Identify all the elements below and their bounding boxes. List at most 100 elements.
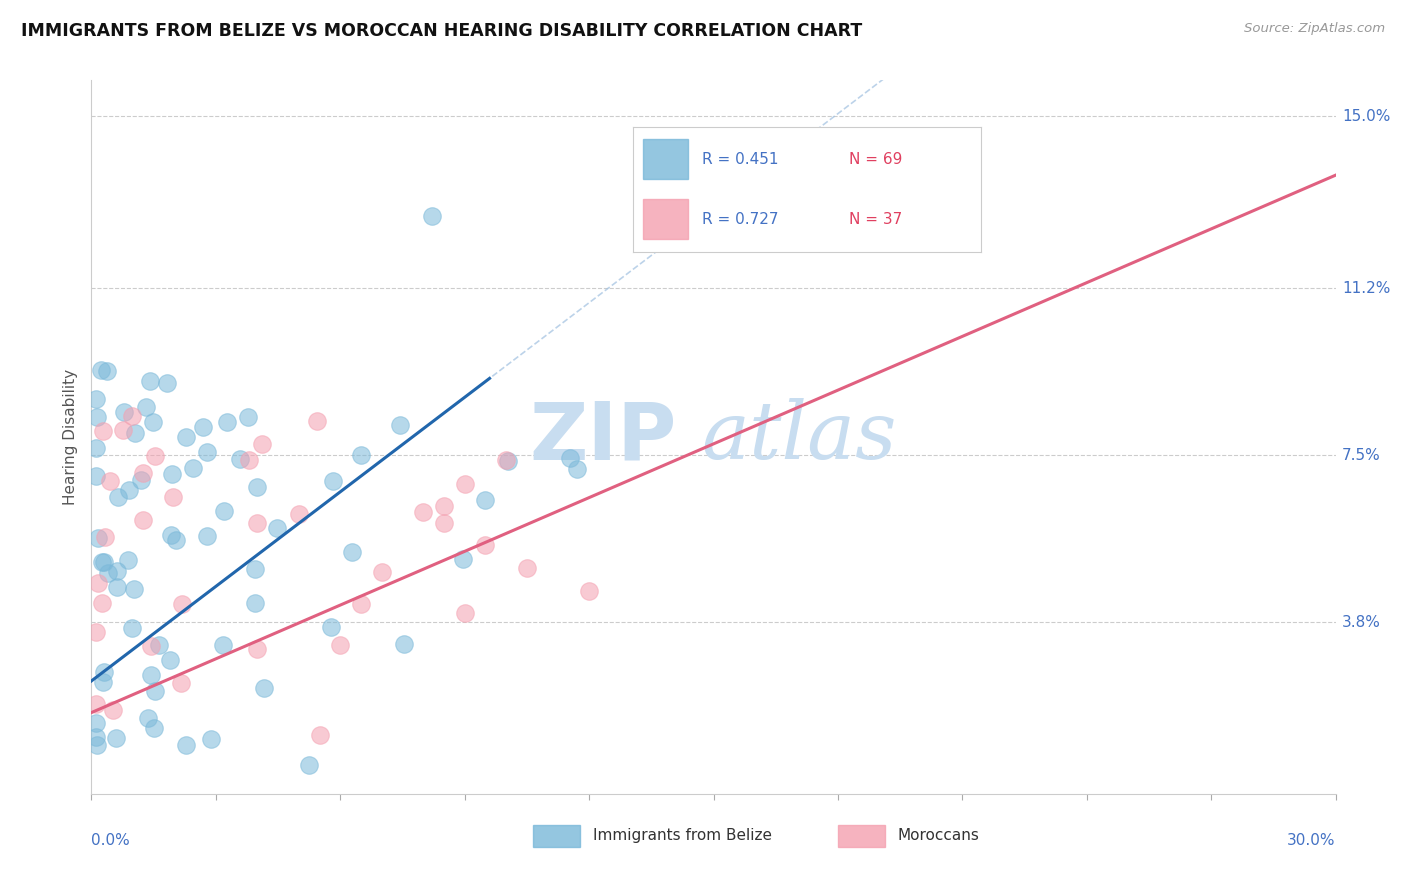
Point — [93, 555, 115, 569]
Point — [105, 580, 128, 594]
Point — [141, 668, 163, 682]
Text: 11.2%: 11.2% — [1341, 281, 1391, 295]
Point — [132, 513, 155, 527]
Point — [246, 480, 269, 494]
Point — [214, 504, 236, 518]
Point — [329, 639, 352, 653]
Point — [578, 583, 600, 598]
Point — [136, 711, 159, 725]
Point — [174, 738, 197, 752]
Point — [156, 376, 179, 391]
Point — [236, 409, 259, 424]
Point — [266, 520, 288, 534]
Text: 0.0%: 0.0% — [91, 833, 131, 848]
Point — [250, 437, 273, 451]
Point — [322, 475, 344, 489]
Point — [84, 698, 107, 712]
Point — [160, 528, 183, 542]
Point — [495, 453, 517, 467]
Point — [392, 637, 415, 651]
Point — [117, 552, 139, 566]
Point — [84, 441, 107, 455]
Point — [174, 429, 197, 443]
Point — [229, 452, 252, 467]
Point — [101, 703, 124, 717]
Point — [246, 641, 269, 656]
Point — [97, 566, 120, 580]
Point — [243, 596, 266, 610]
Point — [298, 758, 321, 772]
Point — [96, 364, 118, 378]
Y-axis label: Hearing Disability: Hearing Disability — [63, 369, 79, 505]
Text: 7.5%: 7.5% — [1341, 448, 1381, 463]
Point — [84, 392, 107, 406]
Point — [238, 453, 260, 467]
Point — [84, 715, 107, 730]
Point — [143, 449, 166, 463]
Point — [193, 420, 215, 434]
Text: ZIP: ZIP — [529, 398, 676, 476]
Point — [142, 415, 165, 429]
Point — [558, 450, 581, 465]
Point — [565, 462, 588, 476]
Point — [308, 728, 330, 742]
Point — [121, 621, 143, 635]
Point — [181, 461, 204, 475]
Point — [200, 731, 222, 746]
Point — [86, 410, 108, 425]
Point — [114, 405, 136, 419]
Point — [371, 565, 394, 579]
Point — [388, 418, 411, 433]
Point — [87, 576, 110, 591]
Point — [143, 721, 166, 735]
Bar — [533, 824, 581, 847]
Point — [98, 474, 121, 488]
Text: IMMIGRANTS FROM BELIZE VS MOROCCAN HEARING DISABILITY CORRELATION CHART: IMMIGRANTS FROM BELIZE VS MOROCCAN HEARI… — [21, 22, 862, 40]
Point — [197, 445, 219, 459]
Point — [170, 676, 193, 690]
Point — [451, 551, 474, 566]
Point — [350, 448, 373, 462]
Point — [87, 531, 110, 545]
Point — [160, 467, 183, 481]
Point — [321, 619, 343, 633]
Point — [121, 409, 143, 423]
Point — [474, 493, 496, 508]
Point — [474, 539, 496, 553]
Point — [90, 362, 112, 376]
Point — [107, 490, 129, 504]
Point — [91, 555, 114, 569]
Text: atlas: atlas — [702, 399, 897, 475]
Point — [350, 597, 373, 611]
Point — [420, 209, 443, 223]
Text: Moroccans: Moroccans — [897, 829, 980, 844]
Text: 3.8%: 3.8% — [1341, 615, 1381, 630]
Point — [145, 684, 167, 698]
Bar — [838, 824, 886, 847]
Point — [516, 561, 538, 575]
Point — [129, 474, 152, 488]
Text: Source: ZipAtlas.com: Source: ZipAtlas.com — [1244, 22, 1385, 36]
Point — [139, 639, 162, 653]
Point — [94, 530, 117, 544]
Point — [195, 529, 218, 543]
Point — [212, 638, 235, 652]
Point — [243, 562, 266, 576]
Point — [148, 638, 170, 652]
Point — [217, 415, 239, 429]
Point — [139, 374, 162, 388]
Point — [91, 425, 114, 439]
Point — [433, 500, 456, 514]
Point — [340, 545, 363, 559]
Point — [246, 516, 269, 530]
Point — [131, 467, 153, 481]
Point — [84, 468, 107, 483]
Text: Immigrants from Belize: Immigrants from Belize — [593, 829, 772, 844]
Point — [112, 423, 135, 437]
Point — [84, 624, 107, 639]
Point — [91, 674, 114, 689]
Point — [124, 582, 146, 596]
Point — [93, 665, 115, 679]
Point — [412, 506, 434, 520]
Point — [135, 400, 157, 414]
